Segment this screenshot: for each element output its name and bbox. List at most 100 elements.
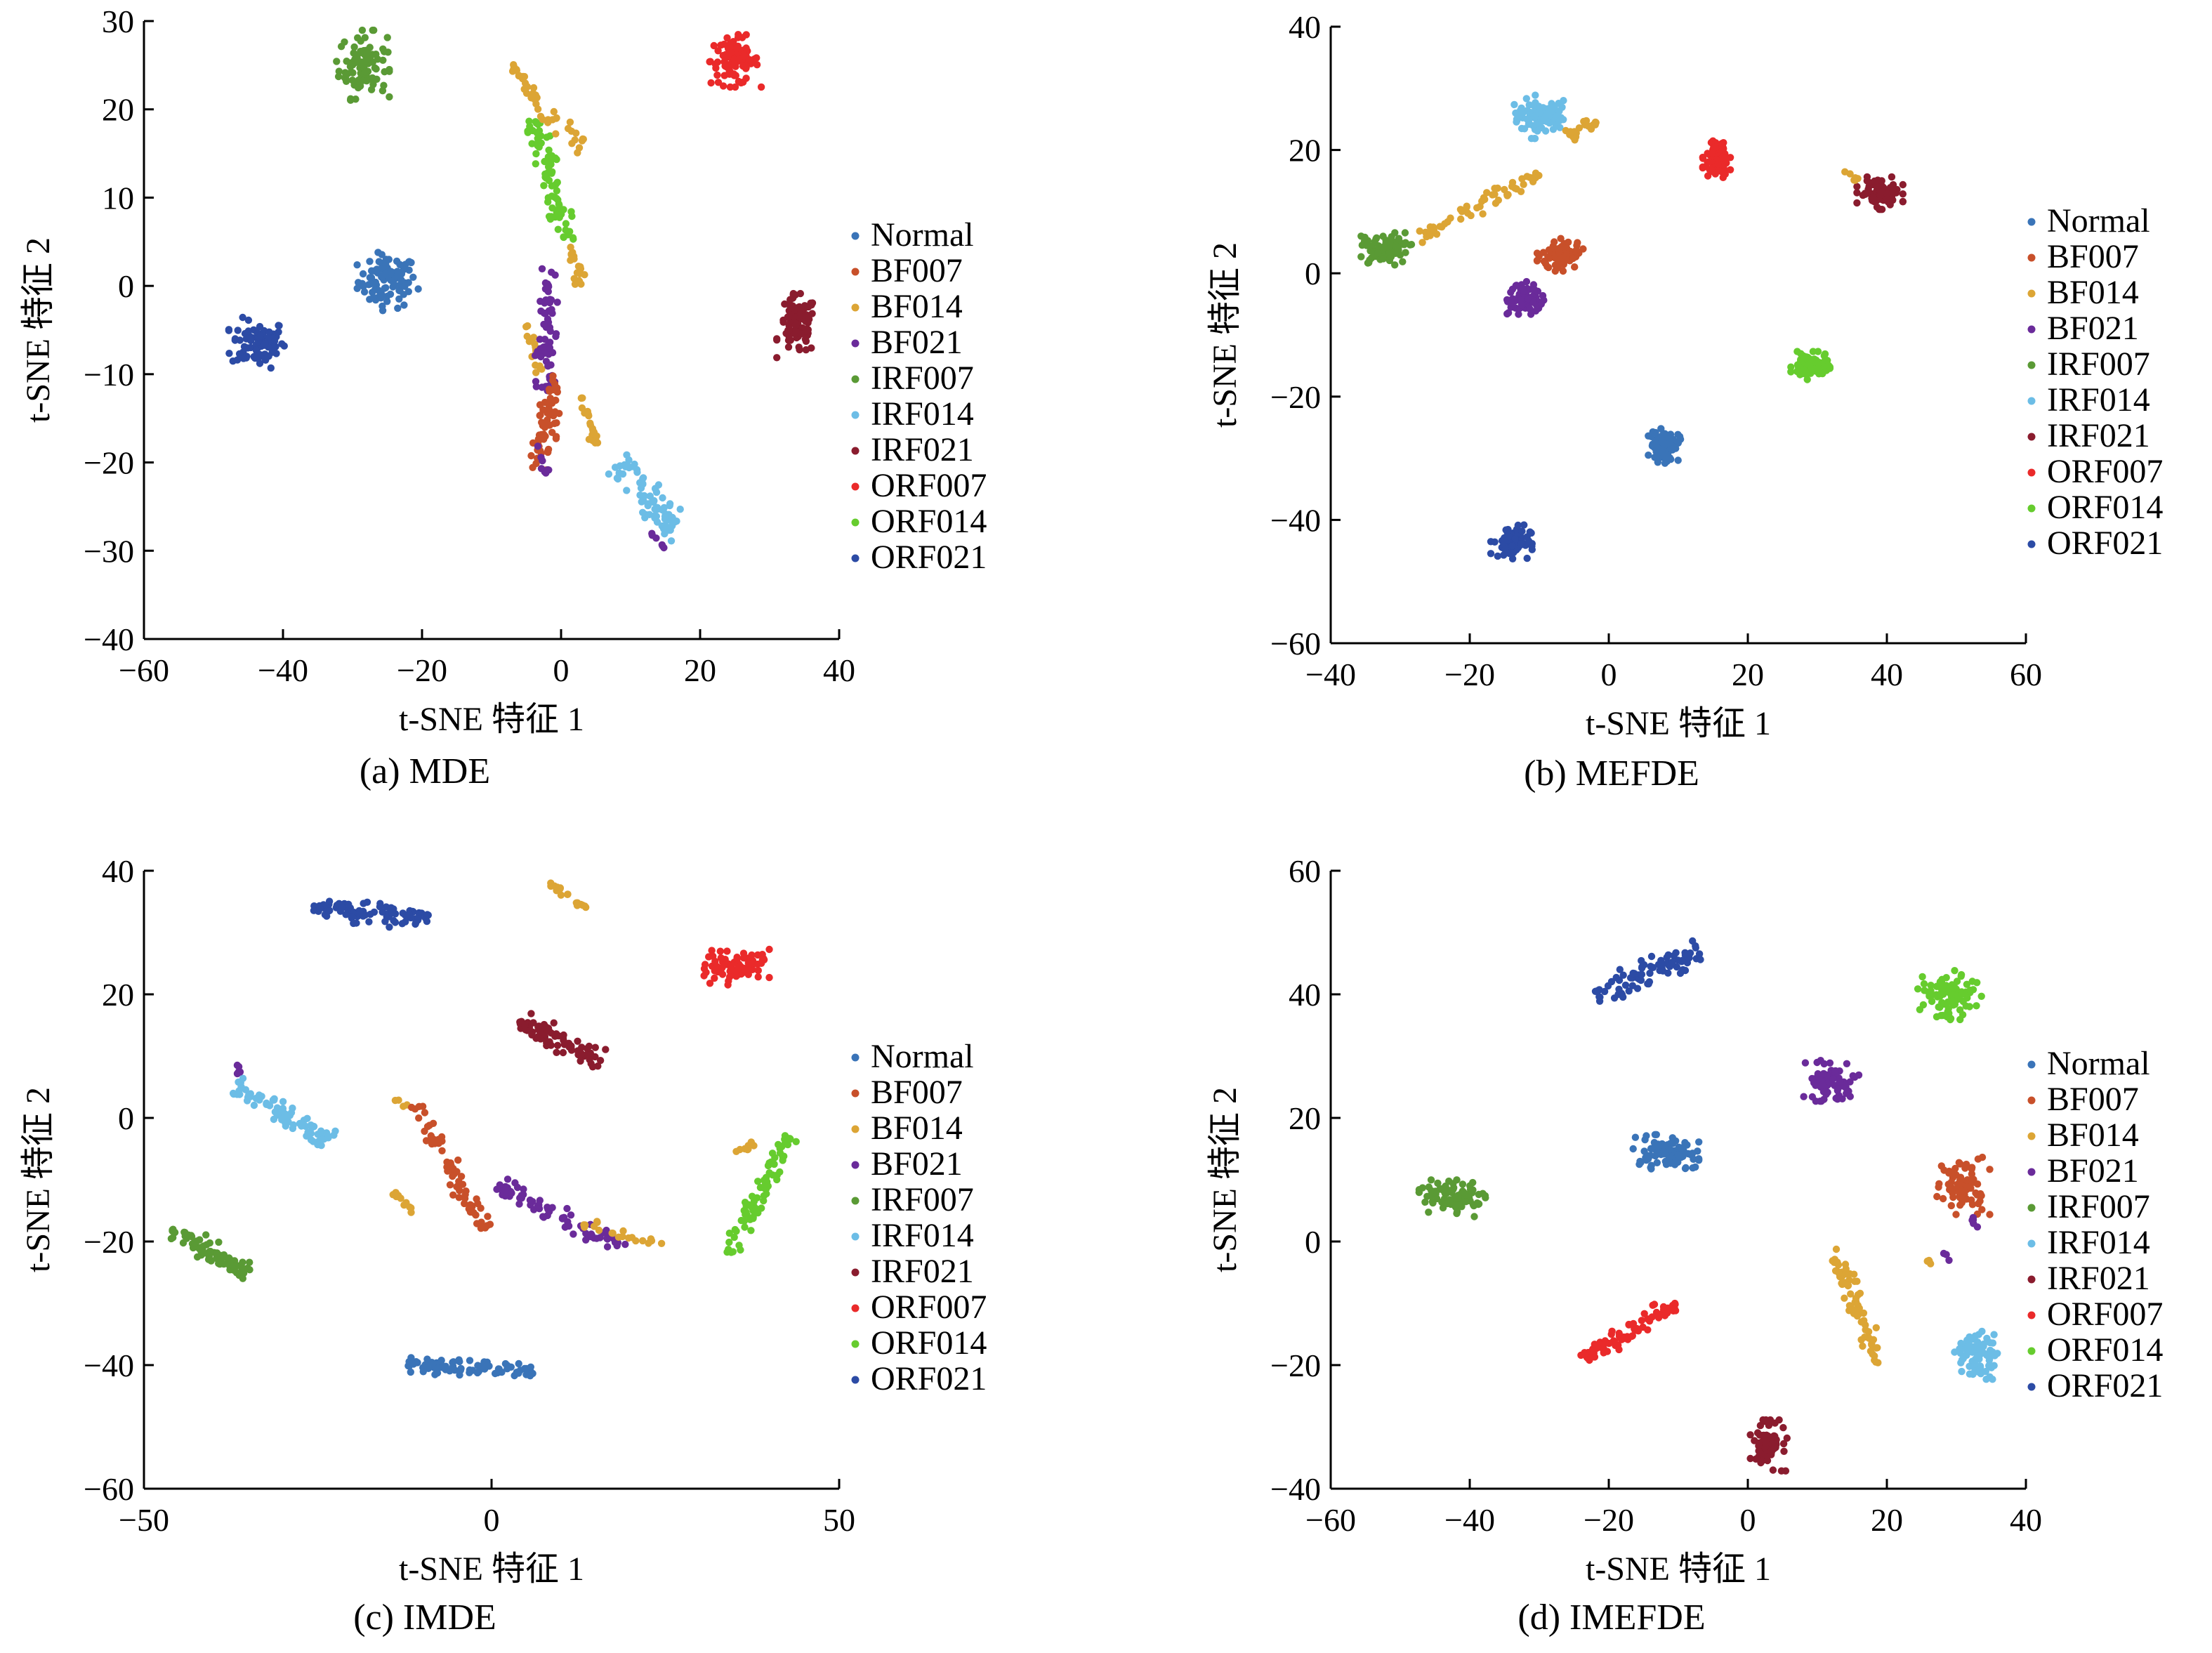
point-orf014 <box>742 1209 750 1216</box>
point-bf014 <box>567 243 574 251</box>
point-normal <box>401 282 409 290</box>
legend-marker-orf021 <box>2027 540 2036 548</box>
point-orf021 <box>1638 970 1646 978</box>
x-tick-label: 60 <box>2010 657 2042 692</box>
legend-label-orf021: ORF021 <box>871 539 987 576</box>
point-irf021 <box>534 1032 542 1041</box>
point-orf021 <box>256 350 263 358</box>
point-irf021 <box>1888 173 1896 181</box>
point-bf007 <box>461 1190 469 1199</box>
point-bf007 <box>1551 267 1559 275</box>
point-orf021 <box>267 364 275 372</box>
point-irf007 <box>1425 1209 1433 1216</box>
point-bf007 <box>552 386 560 394</box>
point-bf014 <box>523 83 532 91</box>
point-irf007 <box>383 34 391 41</box>
point-bf007 <box>449 1172 456 1180</box>
legend-marker-irf021 <box>2027 433 2036 441</box>
point-irf021 <box>1869 194 1878 202</box>
point-bf007 <box>1977 1192 1985 1200</box>
point-orf021 <box>1616 966 1624 973</box>
legend-marker-bf021 <box>851 339 860 348</box>
point-normal <box>1678 1145 1686 1154</box>
legend-marker-normal <box>851 232 860 240</box>
point-irf014 <box>296 1119 304 1128</box>
point-bf014 <box>608 1229 616 1237</box>
point-normal <box>456 1366 465 1374</box>
point-irf014 <box>621 463 629 470</box>
point-irf007 <box>1460 1188 1468 1197</box>
point-irf021 <box>546 1038 553 1046</box>
point-bf014 <box>1416 227 1423 235</box>
point-orf007 <box>705 953 713 961</box>
point-irf021 <box>1883 190 1891 197</box>
point-orf014 <box>1814 365 1822 373</box>
panel-caption: (b) MEFDE <box>1524 753 1699 793</box>
point-bf007 <box>1968 1165 1975 1173</box>
point-orf021 <box>360 900 367 907</box>
point-orf007 <box>740 52 748 60</box>
point-orf014 <box>1933 1013 1941 1021</box>
point-orf007 <box>1726 154 1734 162</box>
point-orf007 <box>717 41 725 49</box>
point-bf014 <box>508 67 517 75</box>
legend-label-bf007: BF007 <box>871 1074 963 1111</box>
point-irf014 <box>245 1091 253 1099</box>
point-normal <box>393 268 402 275</box>
point-bf021 <box>546 296 554 303</box>
point-orf021 <box>391 918 400 926</box>
point-orf007 <box>1719 145 1727 153</box>
point-orf021 <box>1619 993 1627 1001</box>
point-normal <box>360 288 369 296</box>
point-orf021 <box>1508 555 1517 562</box>
legend-label-bf014: BF014 <box>2047 274 2139 311</box>
legend-marker-irf007 <box>851 375 860 383</box>
point-orf007 <box>1714 160 1722 169</box>
point-orf014 <box>1933 992 1941 1001</box>
point-irf021 <box>1899 180 1907 189</box>
point-bf021 <box>493 1185 501 1193</box>
point-orf021 <box>239 355 247 362</box>
point-orf007 <box>753 54 761 62</box>
point-irf007 <box>1429 1199 1437 1207</box>
point-bf021 <box>1836 1078 1844 1086</box>
point-bf007 <box>1956 1160 1964 1168</box>
point-bf014 <box>1447 214 1454 222</box>
point-bf007 <box>1954 1180 1962 1188</box>
point-normal <box>1668 445 1676 453</box>
point-bf014 <box>1436 223 1444 230</box>
point-orf007 <box>739 954 748 962</box>
legend-label-orf007: ORF007 <box>871 467 987 504</box>
point-normal <box>396 261 404 268</box>
point-bf007 <box>446 1181 454 1189</box>
point-bf021 <box>1968 1216 1976 1224</box>
point-irf021 <box>1779 1423 1787 1432</box>
y-tick-label: −40 <box>84 1348 134 1383</box>
point-orf007 <box>744 970 753 979</box>
y-tick-label: 30 <box>102 4 134 39</box>
point-bf021 <box>1819 1069 1828 1078</box>
point-normal <box>1631 1133 1640 1141</box>
point-orf021 <box>387 904 395 911</box>
point-orf021 <box>386 923 393 931</box>
point-irf021 <box>528 1031 536 1039</box>
point-bf021 <box>538 265 546 272</box>
point-orf021 <box>244 316 253 324</box>
point-bf007 <box>1949 1193 1957 1201</box>
point-irf021 <box>773 336 781 344</box>
point-bf021 <box>1515 310 1522 318</box>
legend-label-normal: Normal <box>871 1038 974 1075</box>
point-orf014 <box>1919 1001 1928 1009</box>
point-irf007 <box>239 1275 246 1282</box>
point-normal <box>1674 456 1682 464</box>
point-irf021 <box>1853 183 1861 190</box>
x-tick-label: −60 <box>119 652 169 688</box>
point-bf014 <box>1864 1328 1873 1336</box>
point-bf007 <box>436 1135 444 1143</box>
point-bf007 <box>1958 1194 1966 1202</box>
point-irf007 <box>215 1238 223 1246</box>
point-orf007 <box>753 960 762 968</box>
point-normal <box>455 1356 463 1364</box>
point-normal <box>522 1364 530 1373</box>
point-orf021 <box>1501 545 1510 553</box>
